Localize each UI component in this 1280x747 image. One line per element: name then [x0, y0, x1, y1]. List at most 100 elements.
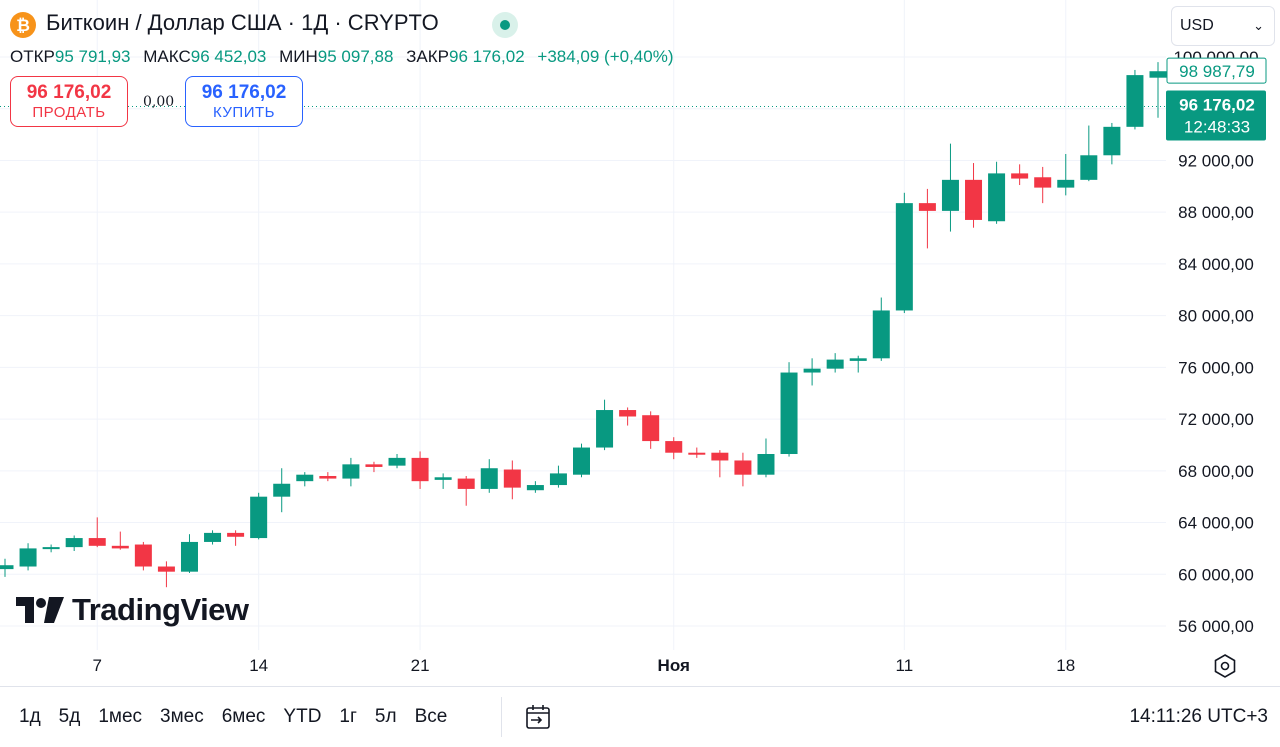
candle-body — [780, 372, 798, 455]
close-value: 96 176,02 — [449, 47, 525, 66]
candle-body — [365, 464, 383, 467]
time-axis[interactable]: 7 14 21 Ноя 11 18 — [93, 656, 1076, 675]
candle-body — [503, 469, 521, 488]
candle-body — [711, 452, 729, 461]
spread-value: 0,00 — [143, 94, 175, 110]
bottom-toolbar: 1д 5д 1мес 3мес 6мес YTD 1г 5л Все 14:11:26 UTC+… — [0, 686, 1280, 746]
range-button-8[interactable]: Все — [414, 706, 448, 727]
candle-body — [157, 566, 175, 572]
tradingview-logo-icon — [16, 597, 64, 623]
candle — [42, 544, 60, 553]
high-value: 96 452,03 — [190, 47, 267, 66]
candle — [157, 561, 175, 588]
candle-body — [734, 460, 752, 475]
candle — [180, 534, 198, 573]
price-chart[interactable]: 56 000,00 60 000,00 64 000,00 68 000,00 72 0… — [0, 0, 1280, 686]
x-tick-label: 14 — [249, 656, 268, 675]
candle — [227, 530, 245, 546]
bitcoin-icon: ₿ — [10, 12, 36, 38]
candle — [526, 481, 544, 493]
candle — [134, 541, 152, 571]
candle — [711, 450, 729, 478]
chart-settings-icon[interactable] — [1210, 651, 1240, 681]
x-tick-label: Ноя — [658, 656, 690, 675]
candle — [826, 353, 844, 373]
price-tag-text: 98 987,79 — [1179, 62, 1255, 81]
candle-body — [757, 454, 775, 475]
candle — [65, 535, 83, 551]
candle-body — [319, 475, 337, 479]
candle — [780, 362, 798, 457]
candle — [503, 460, 521, 500]
low-label: МИН — [279, 47, 318, 66]
clock[interactable]: 14:11:26 UTC+3 — [1129, 706, 1268, 727]
candle-body — [250, 496, 268, 539]
candle — [434, 473, 452, 489]
calendar-goto-icon[interactable] — [522, 701, 554, 733]
candle — [965, 163, 983, 228]
candle — [365, 461, 383, 473]
y-tick-label: 72 000,00 — [1178, 410, 1254, 429]
buy-button[interactable]: 96 176,02 КУПИТЬ — [185, 76, 303, 127]
price-tag-box — [1166, 57, 1267, 84]
low-value: 95 097,88 — [317, 47, 394, 66]
candle — [803, 358, 821, 386]
candle — [88, 517, 106, 548]
candle — [549, 465, 567, 488]
range-button-0[interactable]: 1д — [19, 706, 41, 727]
close-label: ЗАКР — [406, 47, 450, 66]
candle — [1080, 125, 1098, 182]
change-value: +384,09 (+0,40%) — [537, 47, 674, 66]
candle-body — [296, 474, 314, 482]
candle-body — [411, 457, 429, 482]
symbol-title[interactable]: Биткоин / Доллар США · 1Д · CRYPTO — [46, 10, 439, 35]
range-button-4[interactable]: 6мес — [221, 706, 266, 727]
candle-body — [388, 457, 406, 466]
candle — [388, 454, 406, 469]
candle — [319, 472, 337, 482]
y-tick-label: 88 000,00 — [1178, 203, 1254, 222]
range-button-6[interactable]: 1г — [339, 706, 357, 727]
buy-price: 96 176,02 — [201, 81, 287, 103]
price-tag-text: 96 176,02 — [1179, 95, 1255, 114]
candle — [273, 468, 291, 513]
tradingview-logo[interactable]: TradingView — [16, 592, 249, 628]
chart-legend: ₿ Биткоин / Доллар США · 1Д · CRYPTO ОТК… — [0, 0, 1280, 140]
candle — [1057, 153, 1075, 196]
chevron-down-icon: ⌄ — [1253, 18, 1264, 33]
candle — [19, 543, 37, 571]
candle-body — [19, 548, 37, 567]
range-button-1[interactable]: 5д — [58, 706, 81, 727]
open-value: 95 791,93 — [54, 47, 131, 66]
range-button-3[interactable]: 3мес — [160, 706, 204, 727]
candle-body — [665, 441, 683, 453]
countdown-text: 12:48:33 — [1184, 117, 1250, 136]
candle — [849, 355, 867, 373]
candle-body — [1011, 173, 1029, 179]
candle-body — [227, 532, 245, 537]
candle-body — [526, 485, 544, 491]
y-tick-label: 64 000,00 — [1178, 514, 1254, 533]
candle-body — [480, 468, 498, 489]
candle-body — [549, 473, 567, 486]
range-button-5[interactable]: YTD — [283, 706, 322, 727]
price-tags: 98 987,79 96 176,02 12:48:33 — [1166, 57, 1267, 141]
x-tick-label: 18 — [1056, 656, 1075, 675]
candle — [734, 452, 752, 487]
range-button-7[interactable]: 5л — [374, 706, 397, 727]
chart-grid — [0, 0, 1166, 650]
range-button-2[interactable]: 1мес — [98, 706, 143, 727]
candle — [296, 472, 314, 487]
candle — [895, 192, 913, 314]
candle — [619, 407, 637, 426]
market-status-icon[interactable] — [492, 12, 518, 38]
high-label: МАКС — [143, 47, 191, 66]
currency-select[interactable]: USD ⌄ — [1171, 6, 1275, 46]
sell-label: ПРОДАТЬ — [32, 103, 106, 121]
candles — [0, 62, 1167, 588]
candle-body — [803, 368, 821, 373]
sell-button[interactable]: 96 176,02 ПРОДАТЬ — [10, 76, 128, 127]
candle-body — [1126, 75, 1144, 127]
buy-label: КУПИТЬ — [212, 103, 275, 121]
candle — [1011, 164, 1029, 186]
